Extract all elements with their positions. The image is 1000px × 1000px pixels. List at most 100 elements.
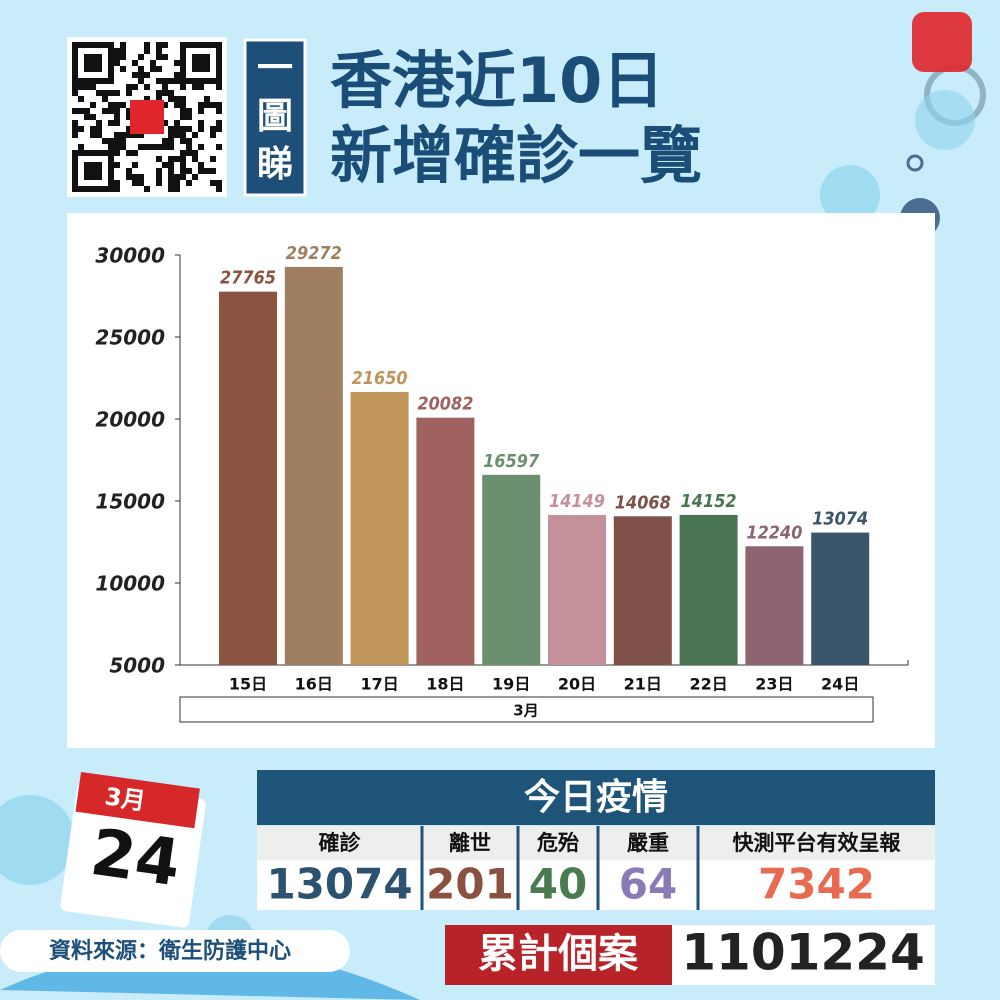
qr-module [204, 78, 210, 84]
bar [548, 514, 606, 665]
y-tick-label: 10000 [95, 572, 165, 596]
badge-char: 一 [257, 48, 293, 89]
qr-module [192, 60, 198, 66]
qr-module [96, 66, 102, 72]
qr-module [204, 66, 210, 72]
qr-module [186, 138, 192, 144]
qr-module [174, 156, 180, 162]
x-tick-label: 21日 [624, 675, 662, 694]
qr-module [156, 48, 162, 54]
today-label: 嚴重 [627, 831, 669, 855]
qr-module [186, 108, 192, 114]
qr-module [126, 108, 132, 114]
deco-virus [915, 90, 975, 150]
today-value: 64 [619, 860, 677, 909]
qr-module [192, 54, 198, 60]
qr-module [186, 144, 192, 150]
qr-module [198, 162, 204, 168]
qr-module [216, 102, 222, 108]
qr-module [108, 42, 114, 48]
qr-module [126, 126, 132, 132]
qr-module [114, 180, 120, 186]
qr-module [102, 42, 108, 48]
qr-module [84, 78, 90, 84]
qr-module [114, 138, 120, 144]
qr-module [168, 174, 174, 180]
bar [416, 417, 475, 665]
qr-module [84, 108, 90, 114]
qr-module [132, 72, 138, 78]
qr-module [156, 180, 162, 186]
qr-module [72, 174, 78, 180]
qr-module [198, 84, 204, 90]
value-label: 14149 [549, 491, 605, 512]
qr-module [186, 42, 192, 48]
qr-module [180, 126, 186, 132]
qr-module [96, 174, 102, 180]
today-label-row [257, 826, 935, 860]
qr-module [90, 42, 96, 48]
qr-module [114, 108, 120, 114]
qr-module [108, 180, 114, 186]
qr-module [78, 84, 84, 90]
qr-module [96, 120, 102, 126]
qr-module [168, 168, 174, 174]
qr-module [90, 174, 96, 180]
qr-module [102, 138, 108, 144]
qr-module [180, 156, 186, 162]
qr-module [144, 96, 150, 102]
qr-module [216, 78, 222, 84]
qr-logo [130, 100, 164, 134]
qr-module [126, 90, 132, 96]
qr-module [138, 66, 144, 72]
qr-module [90, 114, 96, 120]
qr-module [126, 132, 132, 138]
qr-module [180, 72, 186, 78]
qr-module [90, 150, 96, 156]
qr-module [72, 162, 78, 168]
qr-module [90, 54, 96, 60]
x-tick-label: 23日 [755, 675, 793, 694]
x-tick-label: 15日 [229, 675, 267, 694]
qr-module [90, 84, 96, 90]
qr-module [180, 114, 186, 120]
qr-module [72, 150, 78, 156]
qr-module [216, 108, 222, 114]
qr-module [174, 180, 180, 186]
qr-module [120, 144, 126, 150]
x-tick-label: 22日 [689, 675, 727, 694]
qr-module [108, 174, 114, 180]
qr-module [156, 54, 162, 60]
y-tick-label: 20000 [95, 408, 165, 432]
today-title: 今日疫情 [524, 777, 668, 818]
qr-module [168, 144, 174, 150]
today-value: 7342 [758, 860, 875, 909]
qr-module [174, 60, 180, 66]
calendar [60, 771, 206, 928]
qr-module [132, 180, 138, 186]
x-tick-label: 24日 [821, 675, 859, 694]
qr-module [72, 168, 78, 174]
bar [350, 391, 409, 665]
qr-module [72, 84, 78, 90]
qr-module [192, 66, 198, 72]
qr-module [108, 48, 114, 54]
logo [912, 12, 972, 72]
qr-module [114, 114, 120, 120]
qr-module [108, 168, 114, 174]
logo-mark [912, 12, 972, 72]
qr-module [168, 180, 174, 186]
qr-module [84, 84, 90, 90]
qr-module [216, 72, 222, 78]
qr-module [162, 84, 168, 90]
qr-module [168, 156, 174, 162]
qr-module [210, 126, 216, 132]
qr-module [156, 156, 162, 162]
qr-module [156, 168, 162, 174]
qr-module [114, 162, 120, 168]
qr-module [144, 84, 150, 90]
qr-module [72, 66, 78, 72]
qr-module [108, 60, 114, 66]
qr-module [168, 90, 174, 96]
